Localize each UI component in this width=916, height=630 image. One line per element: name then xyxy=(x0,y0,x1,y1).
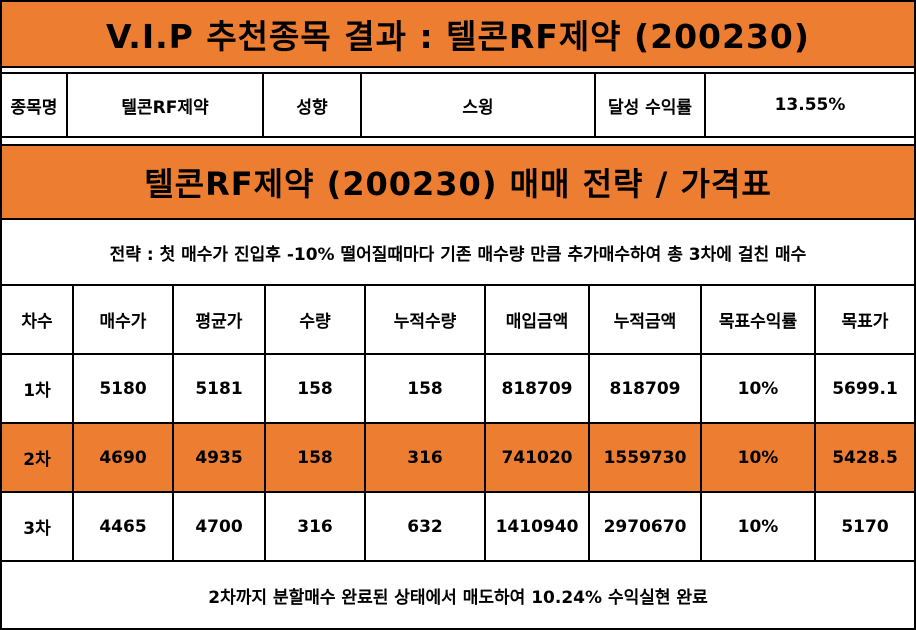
table-cell: 10% xyxy=(702,493,816,560)
table-cell: 2차 xyxy=(2,424,74,491)
table-cell: 158 xyxy=(266,424,366,491)
table-cell: 5181 xyxy=(174,355,266,422)
header-cell: 매수가 xyxy=(74,286,174,353)
return-value: 13.55% xyxy=(774,95,846,115)
header-cell: 매입금액 xyxy=(486,286,590,353)
table-cell: 1559730 xyxy=(590,424,702,491)
style-value: 스윙 xyxy=(362,74,596,136)
table-cell: 4465 xyxy=(74,493,174,560)
table-cell: 316 xyxy=(266,493,366,560)
table-row-highlighted: 2차 4690 4935 158 316 741020 1559730 10% … xyxy=(2,424,914,493)
table-cell: 2970670 xyxy=(590,493,702,560)
table-cell: 4690 xyxy=(74,424,174,491)
table-cell: 741020 xyxy=(486,424,590,491)
price-table: 차수 매수가 평균가 수량 누적수량 매입금액 누적금액 목표수익률 목표가 1… xyxy=(2,286,914,562)
table-cell: 4935 xyxy=(174,424,266,491)
header-cell: 차수 xyxy=(2,286,74,353)
result-footer: 2차까지 분할매수 완료된 상태에서 매도하여 10.24% 수익실현 완료 xyxy=(208,588,708,608)
return-label: 달성 수익률 xyxy=(596,74,706,136)
strategy-text: 전략 : 첫 매수가 진입후 -10% 떨어질때마다 기존 매수량 만큼 추가매… xyxy=(2,220,914,286)
header-cell: 목표수익률 xyxy=(702,286,816,353)
table-row: 3차 4465 4700 316 632 1410940 2970670 10%… xyxy=(2,493,914,562)
table-cell: 5699.1 xyxy=(832,378,898,399)
stock-name-value: 텔콘RF제약 xyxy=(68,74,264,136)
table-cell: 1410940 xyxy=(486,493,590,560)
table-cell: 10% xyxy=(702,424,816,491)
table-cell: 5428.5 xyxy=(832,447,898,468)
info-row: 종목명 텔콘RF제약 성향 스윙 달성 수익률 13.55% xyxy=(2,72,914,138)
table-cell: 316 xyxy=(366,424,486,491)
table-cell: 4700 xyxy=(174,493,266,560)
table-cell: 5170 xyxy=(841,516,889,537)
table-cell: 818709 xyxy=(486,355,590,422)
stock-name-label: 종목명 xyxy=(2,74,68,136)
table-cell: 5180 xyxy=(74,355,174,422)
header-cell: 누적금액 xyxy=(590,286,702,353)
page-title: V.I.P 추천종목 결과 : 텔콘RF제약 (200230) xyxy=(106,17,810,56)
header-cell: 평균가 xyxy=(174,286,266,353)
strategy-title: 텔콘RF제약 (200230) 매매 전략 / 가격표 xyxy=(144,165,772,203)
style-label: 성향 xyxy=(264,74,362,136)
table-cell: 158 xyxy=(366,355,486,422)
header-cell: 수량 xyxy=(266,286,366,353)
table-cell: 158 xyxy=(266,355,366,422)
header-cell: 누적수량 xyxy=(366,286,486,353)
table-header-row: 차수 매수가 평균가 수량 누적수량 매입금액 누적금액 목표수익률 목표가 xyxy=(2,286,914,355)
table-row: 1차 5180 5181 158 158 818709 818709 10% 5… xyxy=(2,355,914,424)
table-cell: 1차 xyxy=(2,355,74,422)
table-cell: 10% xyxy=(702,355,816,422)
table-cell: 3차 xyxy=(2,493,74,560)
strategy-title-bar: 텔콘RF제약 (200230) 매매 전략 / 가격표 xyxy=(2,144,914,220)
table-cell: 632 xyxy=(366,493,486,560)
title-bar: V.I.P 추천종목 결과 : 텔콘RF제약 (200230) xyxy=(2,2,914,68)
header-cell: 목표가 xyxy=(841,312,889,332)
table-cell: 818709 xyxy=(590,355,702,422)
